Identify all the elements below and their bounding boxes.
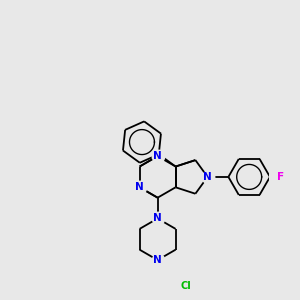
Text: F: F (277, 172, 284, 182)
Text: N: N (203, 172, 212, 182)
Text: N: N (153, 255, 162, 265)
Text: N: N (135, 182, 144, 192)
Text: N: N (153, 151, 162, 161)
Text: N: N (153, 214, 162, 224)
Text: Cl: Cl (180, 280, 191, 290)
